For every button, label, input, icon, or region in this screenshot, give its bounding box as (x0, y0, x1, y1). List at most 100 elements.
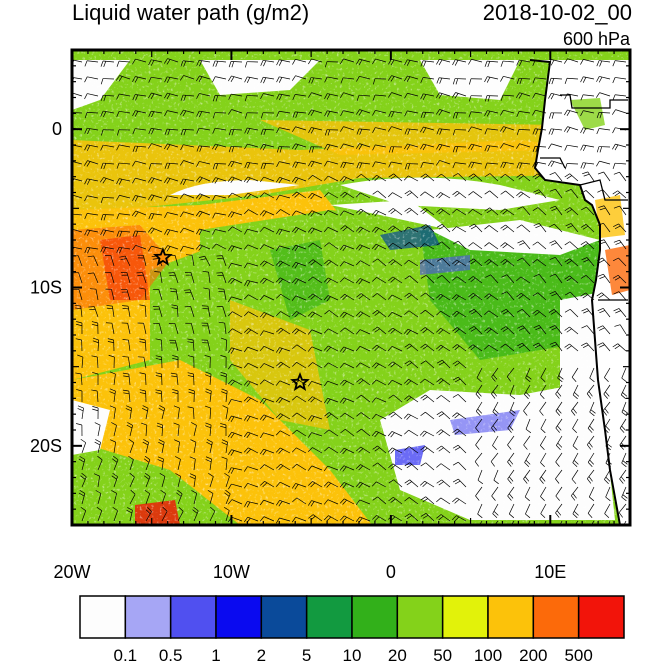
wind-barb (436, 463, 451, 471)
wind-barb (177, 506, 184, 522)
wind-barb (355, 329, 371, 335)
wind-barb (324, 242, 339, 250)
wind-barb (275, 311, 291, 318)
wind-barb (404, 92, 419, 99)
wind-barb (517, 257, 531, 267)
wind-barb (164, 128, 179, 136)
wind-barb (404, 259, 419, 267)
wind-barb (501, 291, 515, 301)
wind-barb (132, 58, 147, 65)
x-tick-label: 0 (386, 562, 396, 582)
wind-barb (436, 429, 451, 437)
wind-barb (340, 143, 355, 150)
wind-barb (492, 503, 499, 519)
wind-barb (189, 456, 196, 471)
colorbar-swatch (532, 595, 580, 639)
wind-barb (420, 394, 435, 403)
wind-barb (372, 293, 387, 301)
wind-barb (540, 486, 547, 502)
wind-barb (388, 173, 403, 182)
wind-barb (387, 192, 403, 199)
wind-barb (76, 423, 83, 437)
wind-barb (291, 447, 307, 454)
wind-barb (484, 76, 499, 83)
wind-barb (420, 480, 435, 488)
wind-barb (525, 367, 532, 383)
country-borders (560, 94, 628, 109)
wind-barb (491, 486, 499, 501)
wind-barb (388, 58, 403, 66)
wind-barb (276, 293, 291, 301)
wind-barb (608, 520, 611, 525)
wind-barb (224, 506, 230, 522)
wind-barb (532, 207, 547, 216)
colorbar-label: 20 (388, 646, 407, 665)
wind-barb (164, 76, 179, 83)
wind-barb (324, 310, 339, 318)
wind-barb (340, 327, 355, 335)
wind-barb (324, 143, 339, 151)
wind-barb (484, 207, 499, 216)
wind-barb (452, 444, 467, 454)
wind-barb (372, 462, 387, 471)
wind-barb (533, 325, 547, 335)
wind-barb (244, 76, 259, 83)
wind-barb (611, 109, 627, 115)
wind-barb (404, 242, 419, 250)
wind-barb (227, 499, 243, 505)
wind-barb (243, 311, 259, 318)
wind-barb (500, 173, 515, 182)
wind-barb (355, 481, 371, 489)
wind-barb (196, 228, 211, 236)
wind-barb (490, 452, 499, 467)
wind-barb (540, 452, 547, 468)
wind-barb (323, 345, 339, 352)
wind-barb (515, 92, 531, 99)
wind-barb (155, 338, 163, 352)
wind-barb (227, 449, 243, 456)
wind-barb (419, 243, 435, 250)
wind-barb (436, 77, 451, 84)
wind-barb (112, 455, 119, 471)
wind-barb (404, 59, 419, 66)
wind-barb (276, 194, 291, 201)
wind-barb (100, 229, 115, 236)
wind-barb (307, 447, 323, 454)
wind-barb (436, 344, 451, 352)
wind-barb (173, 405, 180, 420)
wind-barb (196, 93, 211, 99)
wind-barb (143, 455, 151, 471)
wind-barb (372, 344, 387, 352)
wind-barb (324, 446, 339, 454)
wind-barb (613, 171, 627, 182)
wind-barb (291, 143, 307, 150)
wind-barb (586, 384, 595, 399)
wind-barb (571, 469, 579, 484)
colorbar-label: 1 (211, 646, 220, 665)
wind-barb (404, 75, 419, 83)
wind-barb (371, 430, 387, 438)
wind-barb (259, 260, 275, 267)
wind-barb (276, 517, 291, 524)
wind-barb (468, 191, 483, 199)
wind-barb (564, 308, 579, 318)
wind-barb (540, 503, 547, 519)
wind-barb (292, 161, 307, 168)
wind-barb (548, 223, 563, 233)
wind-barb (75, 372, 83, 386)
wind-barb (436, 378, 451, 386)
colorbar-swatch (305, 595, 353, 639)
wind-barb (596, 60, 611, 67)
wind-barb (94, 439, 101, 454)
colorbar: 0.1 0.5 1 2 5 10 20 50 100 200 500 (79, 595, 625, 665)
wind-barb (525, 418, 532, 434)
wind-barb (168, 323, 179, 335)
wind-barb (120, 289, 131, 301)
wind-barb (84, 112, 99, 119)
wind-barb (109, 388, 116, 403)
wind-barb (132, 160, 147, 167)
wind-barb (84, 247, 99, 254)
wind-barb (580, 59, 595, 65)
wind-barb (356, 378, 371, 386)
wind-barb (452, 208, 467, 216)
